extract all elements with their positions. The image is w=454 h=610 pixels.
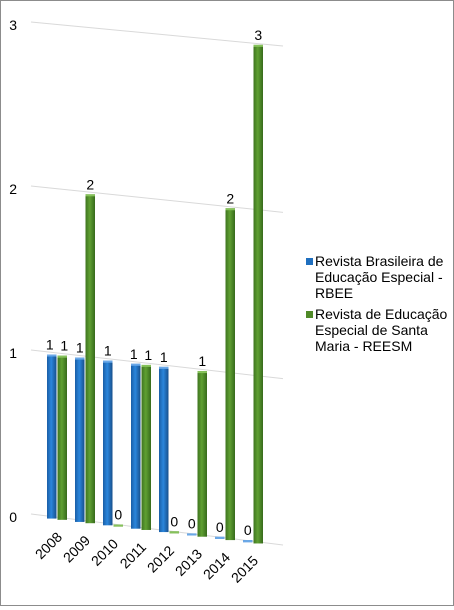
y-axis-ticks: 0 1 2 3: [9, 17, 17, 525]
data-label: 0: [244, 522, 252, 538]
bar-rbee-2011: [131, 363, 141, 529]
bar-cap: [85, 194, 95, 197]
bar-rbee-2012: [159, 366, 169, 533]
data-label: 1: [60, 338, 68, 354]
data-label: 2: [226, 190, 234, 206]
legend-label: Educação Especial -: [315, 269, 443, 285]
bar-cap: [215, 536, 225, 539]
gridline: [30, 21, 284, 47]
data-label: 2: [86, 176, 94, 192]
data-label: 1: [104, 343, 112, 359]
data-label: 1: [130, 346, 138, 362]
x-tick-label: 2008: [32, 529, 65, 562]
bar-rbee-2008: [47, 354, 57, 519]
bar-cap: [243, 540, 253, 543]
data-label: 3: [254, 27, 262, 43]
bar-cap: [103, 360, 113, 363]
gridline: [30, 513, 284, 546]
y-tick-label: 1: [9, 345, 17, 361]
bar-reesm-2014: [225, 208, 235, 541]
bar-cap: [253, 44, 263, 47]
bar-cap: [141, 364, 151, 367]
data-label: 1: [144, 347, 152, 363]
legend-label: Maria - REESM: [315, 338, 412, 354]
x-tick-label: 2012: [144, 542, 177, 575]
legend-label: Especial de Santa: [315, 322, 428, 338]
bar-rbee-2010: [103, 360, 113, 526]
x-tick-label: 2011: [117, 539, 150, 572]
x-tick-label: 2010: [88, 535, 121, 568]
x-tick-label: 2013: [172, 545, 205, 578]
bar-cap: [57, 355, 67, 358]
data-label: 1: [198, 353, 206, 369]
bar-cap: [225, 208, 235, 211]
legend-swatch: [306, 258, 313, 265]
bar-rbee-2009: [75, 357, 85, 522]
bar-cap: [187, 533, 197, 536]
data-label: 1: [46, 337, 54, 353]
bar-reesm-2011: [141, 364, 151, 530]
data-label: 1: [160, 349, 168, 365]
x-tick-label: 2015: [228, 552, 261, 585]
bar-cap: [197, 371, 207, 374]
data-label: 0: [170, 513, 178, 529]
data-label: 0: [188, 515, 196, 531]
bar-cap: [159, 366, 169, 369]
bar-cap: [169, 531, 179, 534]
bar-reesm-2009: [85, 194, 95, 524]
data-label: 0: [114, 507, 122, 523]
bar-reesm-2013: [197, 371, 207, 537]
legend-label: Revista de Educação: [315, 306, 448, 322]
y-tick-label: 3: [9, 17, 17, 33]
bars: [47, 44, 263, 544]
bar-cap: [131, 363, 141, 366]
gridlines: [30, 21, 284, 546]
x-tick-label: 2009: [60, 532, 93, 565]
bar-cap: [47, 354, 57, 357]
data-label: 0: [216, 519, 224, 535]
bar-cap: [75, 357, 85, 360]
legend-swatch: [306, 311, 313, 318]
gridline: [30, 349, 284, 380]
bar-reesm-2015: [253, 44, 263, 544]
y-tick-label: 0: [9, 509, 17, 525]
legend-label: RBEE: [315, 285, 353, 301]
data-label: 1: [76, 340, 84, 356]
x-tick-label: 2014: [200, 549, 233, 582]
bar-reesm-2008: [57, 355, 67, 520]
gridline: [30, 185, 284, 213]
y-tick-label: 2: [9, 181, 17, 197]
legend-label: Revista Brasileira de: [315, 253, 444, 269]
bar-cap: [113, 524, 123, 527]
